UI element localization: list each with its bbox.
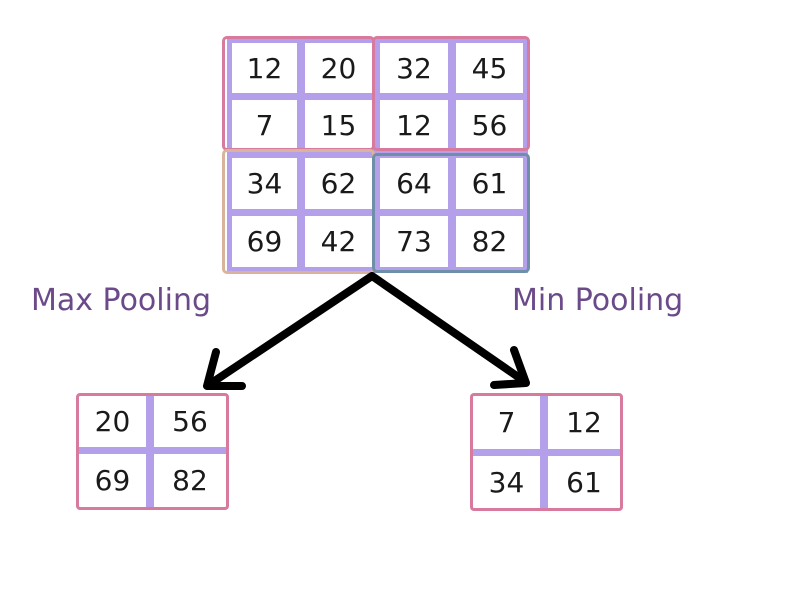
matrix-cell: 12	[548, 396, 620, 449]
arrowhead-max	[203, 348, 246, 390]
min-pooling-label: Min Pooling	[512, 283, 684, 318]
input-matrix: 12 20 32 45 7 15 12 56 34 62 64 61 69 42…	[227, 38, 528, 273]
matrix-cell: 64	[380, 158, 448, 209]
min-pooling-border	[470, 393, 623, 511]
min-pooling-matrix: 7 12 34 61	[473, 396, 620, 508]
arrowhead-min	[490, 346, 530, 389]
matrix-cell: 7	[232, 100, 297, 151]
max-pooling-border	[76, 393, 229, 510]
max-pooling-label: Max Pooling	[31, 283, 212, 318]
matrix-cell: 61	[548, 456, 620, 508]
quadrant-bottom-right-border	[372, 153, 530, 273]
max-pooling-matrix: 20 56 69 82	[79, 396, 226, 507]
matrix-cell: 32	[380, 43, 448, 93]
matrix-cell: 45	[456, 43, 523, 93]
matrix-cell: 73	[380, 216, 448, 267]
matrix-cell: 7	[473, 396, 540, 449]
matrix-cell: 82	[456, 216, 523, 267]
matrix-cell: 56	[154, 396, 226, 447]
matrix-cell: 56	[456, 100, 523, 151]
matrix-cell: 15	[305, 100, 372, 151]
matrix-cell: 82	[154, 454, 226, 507]
matrix-cell: 69	[79, 454, 146, 507]
matrix-cell: 34	[473, 456, 540, 508]
matrix-cell: 20	[79, 396, 146, 447]
matrix-cell: 62	[305, 158, 372, 209]
arrow-to-max-pooling	[206, 272, 376, 388]
arrow-to-min-pooling	[368, 272, 528, 385]
matrix-cell: 20	[305, 43, 372, 93]
matrix-cell: 12	[380, 100, 448, 151]
matrix-cell: 69	[232, 216, 297, 267]
quadrant-top-right-border	[372, 36, 530, 151]
matrix-cell: 61	[456, 158, 523, 209]
matrix-cell: 42	[305, 216, 372, 267]
matrix-cell: 12	[232, 43, 297, 93]
matrix-cell: 34	[232, 158, 297, 209]
